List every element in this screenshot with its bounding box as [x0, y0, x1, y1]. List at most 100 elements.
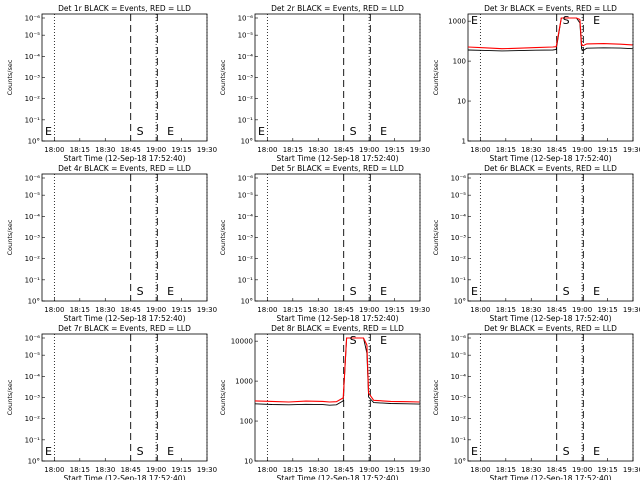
y-tick-label: 10⁻²	[238, 255, 254, 263]
y-tick-label: 10⁻³	[451, 394, 467, 402]
chart-title: Det 2r BLACK = Events, RED = LLD	[271, 4, 404, 13]
marker-label-s: S	[350, 334, 357, 347]
chart-panel-8: Det 8r BLACK = Events, RED = LLD 10000 100…	[219, 324, 430, 480]
y-tick-label: 10°	[28, 138, 40, 146]
marker-label-e: E	[471, 14, 478, 27]
x-tick-label: 18:30	[95, 466, 115, 474]
y-tick-label: 10⁻²	[451, 255, 467, 263]
y-tick-label: 10⁻¹	[238, 116, 254, 124]
x-tick-label: 18:45	[334, 146, 354, 154]
x-tick-label: 19:30	[197, 146, 217, 154]
y-tick-label: 10⁻⁵	[238, 192, 254, 200]
y-tick-label: 10⁻⁶	[25, 335, 41, 343]
marker-label-e: E	[45, 125, 52, 138]
chart-title: Det 1r BLACK = Events, RED = LLD	[58, 4, 191, 13]
x-tick-label: 18:30	[521, 306, 541, 314]
x-axis-label: Start Time (12-Sep-18 17:52:40)	[64, 474, 186, 480]
x-tick-label: 19:00	[359, 306, 379, 314]
x-tick-label: 19:15	[597, 146, 617, 154]
chart-panel-4: Det 4r BLACK = Events, RED = LLD 10° 10⁻¹ 1…	[6, 164, 217, 323]
marker-label-e: E	[45, 445, 52, 458]
y-tick-label: 10⁻¹	[25, 116, 41, 124]
x-tick-label: 18:00	[470, 146, 490, 154]
y-tick-label: 10⁻⁵	[451, 352, 467, 360]
y-tick-label: 1000	[448, 18, 466, 26]
chart-title: Det 4r BLACK = Events, RED = LLD	[58, 164, 191, 173]
marker-label-s: S	[137, 445, 144, 458]
marker-label-s: S	[137, 125, 144, 138]
x-tick-label: 18:45	[121, 146, 141, 154]
y-tick-label: 10⁻⁴	[238, 53, 254, 61]
x-tick-label: 19:00	[146, 306, 166, 314]
y-tick-label: 10⁻²	[25, 415, 41, 423]
x-tick-label: 19:30	[410, 146, 430, 154]
x-tick-label: 18:15	[496, 306, 516, 314]
y-tick-label: 10⁻³	[25, 74, 41, 82]
x-tick-label: 18:30	[95, 306, 115, 314]
x-tick-label: 18:30	[521, 466, 541, 474]
x-tick-label: 18:30	[308, 306, 328, 314]
y-tick-label: 10⁻⁵	[238, 32, 254, 40]
x-axis-label: Start Time (12-Sep-18 17:52:40)	[277, 314, 399, 323]
x-tick-label: 18:00	[470, 466, 490, 474]
y-axis-label: Counts/sec	[432, 219, 440, 255]
y-tick-label: 10⁻⁵	[451, 192, 467, 200]
x-tick-label: 18:45	[547, 466, 567, 474]
chart-panel-7: Det 7r BLACK = Events, RED = LLD 10° 10⁻¹ 1…	[6, 324, 217, 480]
x-tick-label: 18:15	[283, 146, 303, 154]
x-tick-label: 18:00	[470, 306, 490, 314]
marker-label-e: E	[380, 334, 387, 347]
x-tick-label: 19:00	[572, 306, 592, 314]
y-axis-label: Counts/sec	[432, 379, 440, 415]
marker-label-e: E	[593, 285, 600, 298]
y-tick-label: 10⁻¹	[25, 276, 41, 284]
x-tick-label: 18:45	[334, 306, 354, 314]
y-tick-label: 10⁻⁶	[25, 15, 41, 23]
chart-panel-3: Det 3r BLACK = Events, RED = LLD 1000 100 1…	[432, 4, 640, 163]
y-axis-label: Counts/sec	[6, 59, 14, 95]
y-tick-label: 10⁻⁶	[451, 335, 467, 343]
plot-frame	[41, 333, 208, 462]
marker-label-e: E	[167, 445, 174, 458]
y-tick-label: 10°	[28, 298, 40, 306]
x-tick-label: 19:00	[572, 466, 592, 474]
x-tick-label: 18:45	[547, 306, 567, 314]
y-tick-label: 10⁻⁵	[25, 352, 41, 360]
marker-label-s: S	[350, 285, 357, 298]
x-tick-label: 19:00	[359, 146, 379, 154]
marker-label-e: E	[471, 445, 478, 458]
marker-label-e: E	[167, 125, 174, 138]
chart-title: Det 7r BLACK = Events, RED = LLD	[58, 324, 191, 333]
x-tick-label: 18:15	[70, 466, 90, 474]
y-tick-label: 10	[244, 458, 253, 466]
y-tick-label: 10⁻⁴	[451, 373, 467, 381]
plot-frame	[467, 333, 634, 462]
chart-panel-6: Det 6r BLACK = Events, RED = LLD 10° 10⁻¹ 1…	[432, 164, 640, 323]
marker-label-s: S	[137, 285, 144, 298]
marker-label-e: E	[167, 285, 174, 298]
x-tick-label: 18:00	[44, 466, 64, 474]
plot-frame	[254, 333, 421, 462]
y-tick-label: 100	[453, 58, 466, 66]
y-tick-label: 10⁻⁴	[25, 213, 41, 221]
y-axis-label: Counts/sec	[6, 379, 14, 415]
plot-frame	[467, 173, 634, 302]
y-axis-label: Counts/sec	[6, 219, 14, 255]
y-tick-label: 10⁻⁶	[25, 175, 41, 183]
x-axis-label: Start Time (12-Sep-18 17:52:40)	[277, 154, 399, 163]
series-line-events	[254, 337, 420, 406]
plot-frame	[41, 173, 208, 302]
x-tick-label: 19:30	[197, 466, 217, 474]
x-tick-label: 18:15	[70, 306, 90, 314]
plot-frame	[254, 173, 421, 302]
y-tick-label: 10⁻⁶	[451, 175, 467, 183]
y-tick-label: 100	[240, 418, 253, 426]
y-tick-label: 10°	[241, 298, 253, 306]
y-tick-label: 10°	[454, 458, 466, 466]
marker-label-s: S	[563, 445, 570, 458]
x-tick-label: 19:15	[171, 306, 191, 314]
marker-label-s: S	[563, 285, 570, 298]
x-tick-label: 19:15	[384, 306, 404, 314]
x-tick-label: 18:00	[44, 306, 64, 314]
